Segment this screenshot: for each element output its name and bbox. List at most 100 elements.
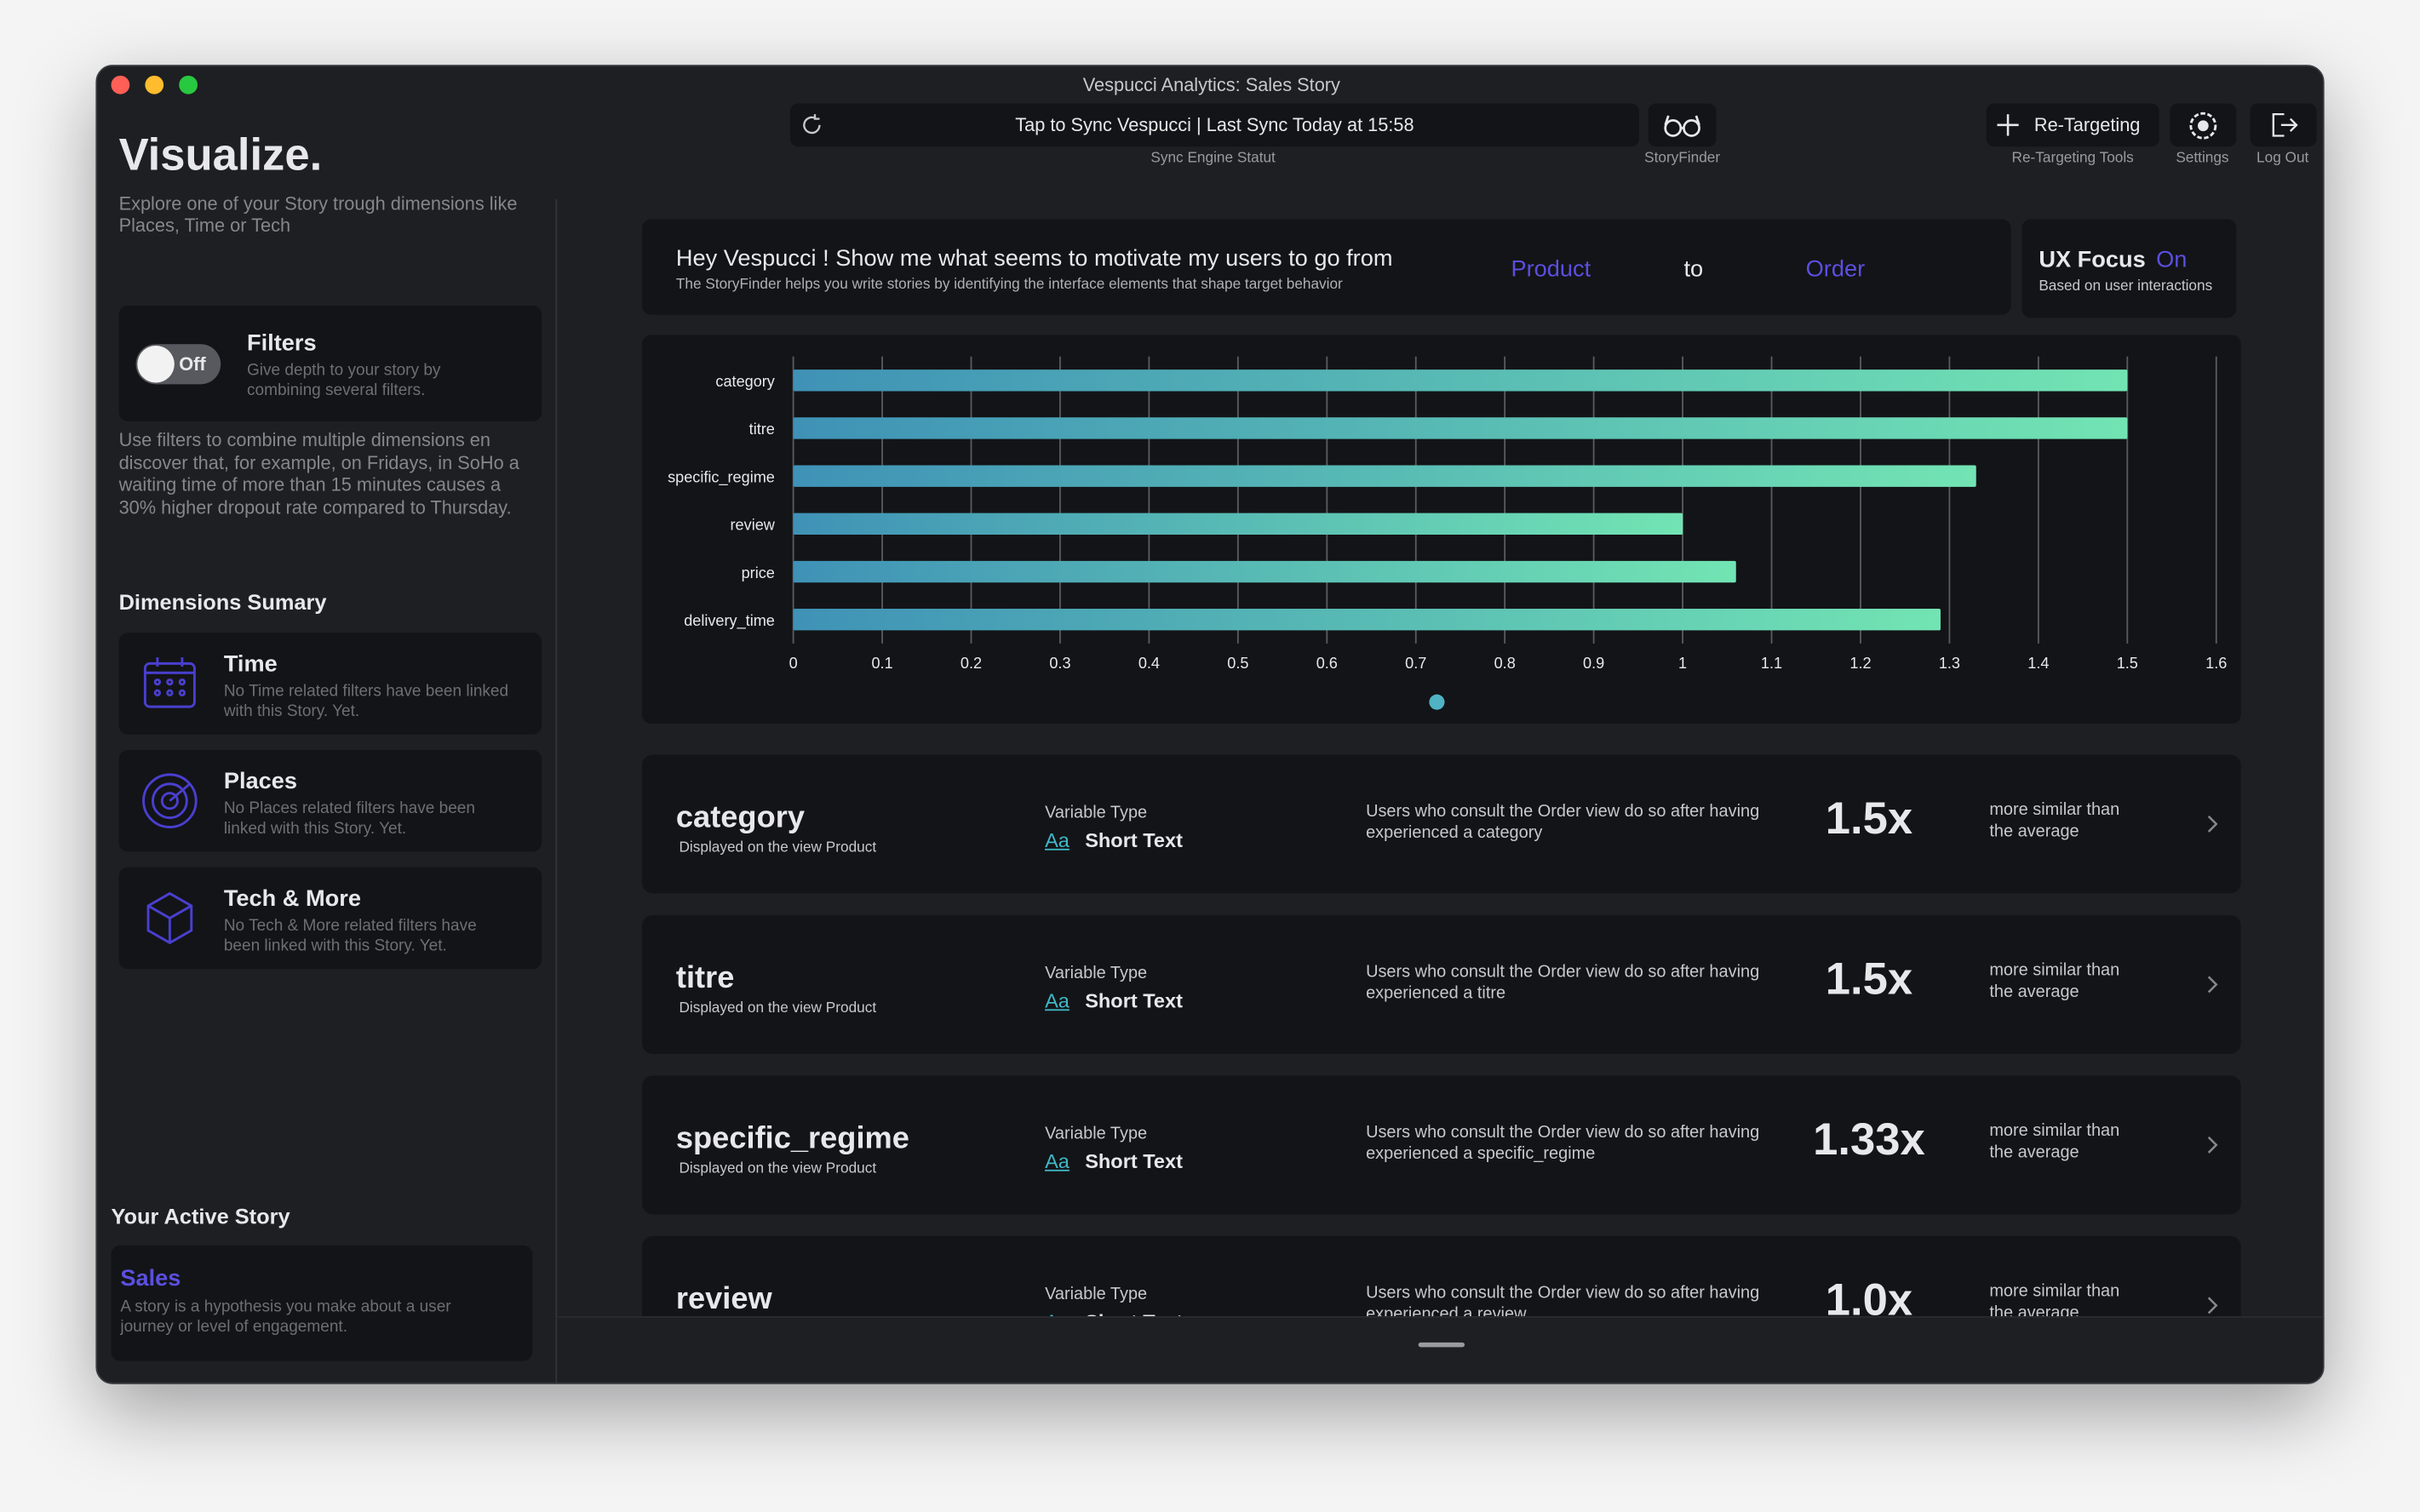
active-story-card[interactable]: Sales A story is a hypothesis you make a… — [111, 1245, 533, 1361]
filters-help: Use filters to combine multiple dimensio… — [118, 428, 519, 518]
query-to-word: to — [1683, 255, 1704, 283]
x-tick-label: 0.8 — [1494, 655, 1516, 672]
dimensions-title: Dimensions Sumary — [118, 589, 327, 615]
chevron[interactable] — [2207, 974, 2222, 995]
x-tick-label: 0.2 — [961, 655, 982, 672]
sync-button[interactable]: Tap to Sync Vespucci | Last Sync Today a… — [790, 103, 1639, 147]
insight-name: category — [675, 800, 805, 835]
insight-description: Users who consult the Order view do so a… — [1366, 963, 1760, 1004]
active-story-title: Your Active Story — [111, 1203, 290, 1228]
tech-icon — [146, 891, 193, 945]
zoom-button[interactable] — [179, 75, 198, 94]
x-tick-label: 0.1 — [871, 655, 892, 672]
glasses-icon — [1664, 115, 1700, 137]
bar — [793, 560, 1736, 583]
filters-description: Give depth to your story by combining se… — [247, 361, 441, 400]
dimension-description: No Places related filters have been link… — [223, 799, 475, 839]
y-tick-label: specific_regime — [668, 468, 775, 486]
logout-label: Log Out — [2257, 149, 2309, 167]
type-label: Variable Type — [1045, 804, 1148, 823]
type-icon: Aa — [1045, 1149, 1070, 1173]
comparison: more similar than the average — [1989, 1121, 2120, 1162]
page-indicator — [1429, 694, 1445, 710]
x-tick-label: 1.2 — [1849, 655, 1871, 672]
settings-button[interactable] — [2170, 103, 2237, 147]
sync-status: Tap to Sync Vespucci | Last Sync Today a… — [1015, 114, 1414, 136]
settings-label: Settings — [2176, 149, 2229, 167]
close-button[interactable] — [111, 75, 130, 94]
storyfinder-label: StoryFinder — [1644, 149, 1721, 167]
ux-focus-title: UX Focus — [2039, 247, 2146, 273]
dimension-title: Tech & More — [223, 885, 361, 913]
dimension-card[interactable]: Time No Time related filters have been l… — [118, 633, 542, 735]
active-story-description: A story is a hypothesis you make about a… — [120, 1297, 451, 1337]
y-tick-label: review — [731, 517, 776, 534]
x-tick-label: 0 — [789, 655, 798, 672]
multiplier: 1.0x — [1825, 1275, 1913, 1317]
type-label: Variable Type — [1045, 1285, 1148, 1304]
ux-focus-help: Based on user interactions — [2039, 278, 2213, 295]
time-icon — [143, 657, 196, 708]
ux-focus-panel[interactable]: UX Focus On Based on user interactions — [2021, 219, 2237, 318]
chevron[interactable] — [2207, 1295, 2222, 1316]
dimension-title: Time — [223, 650, 278, 678]
insight-description: Users who consult the Order view do so a… — [1366, 1123, 1760, 1164]
chevron[interactable] — [2207, 813, 2222, 834]
x-tick-label: 0.4 — [1138, 655, 1160, 672]
y-tick-label: price — [742, 564, 775, 581]
active-story-name: Sales — [120, 1265, 181, 1292]
query-panel: Hey Vespucci ! Show me what seems to mot… — [642, 219, 2011, 315]
dimension-card[interactable]: Tech & More No Tech & More related filte… — [118, 867, 542, 970]
dimension-title: Places — [223, 768, 297, 795]
insight-view: Displayed on the view Product — [679, 1160, 877, 1177]
x-tick-label: 0.6 — [1316, 655, 1338, 672]
type-value: Short Text — [1085, 1149, 1183, 1173]
x-tick-label: 1 — [1678, 655, 1687, 672]
logout-icon — [2272, 112, 2298, 137]
filters-toggle[interactable]: Off — [135, 344, 221, 385]
bar — [793, 465, 1976, 487]
retargeting-button[interactable]: Re-Targeting — [1986, 103, 2159, 147]
insight-card[interactable]: reviewDisplayed on the view ProductVaria… — [642, 1235, 2241, 1317]
plus-icon — [1997, 114, 2019, 136]
bar — [793, 513, 1683, 536]
bar — [793, 369, 2128, 392]
ux-focus-state: On — [2156, 247, 2188, 273]
drag-handle[interactable] — [1418, 1342, 1465, 1348]
insight-card[interactable]: specific_regime Displayed on the view Pro… — [642, 1075, 2241, 1215]
storyfinder-button[interactable] — [1648, 103, 1717, 147]
filters-panel: Off Filters Give depth to your story by … — [118, 305, 542, 421]
query-to[interactable]: Order — [1805, 255, 1866, 283]
chevron-icon — [2207, 1136, 2218, 1154]
sidebar-divider — [555, 198, 558, 1383]
dimension-card[interactable]: Places No Places related filters have be… — [118, 749, 542, 852]
dimension-description: No Tech & More related filters have been… — [223, 916, 477, 955]
type-label: Variable Type — [1045, 964, 1148, 983]
x-tick-label: 1.6 — [2205, 655, 2227, 672]
type-label: Variable Type — [1045, 1125, 1148, 1144]
insight-card[interactable]: category Displayed on the view Product Var… — [642, 754, 2241, 894]
y-tick-label: category — [715, 373, 775, 390]
toggle-knob — [137, 346, 175, 383]
multiplier: 1.5x — [1825, 954, 1913, 1005]
insight-description: Users who consult the Order view do so a… — [1366, 1284, 1760, 1317]
multiplier: 1.5x — [1825, 794, 1913, 845]
minimize-button[interactable] — [145, 75, 164, 94]
chevron-icon — [2207, 815, 2218, 833]
logout-button[interactable] — [2250, 103, 2317, 147]
bar — [793, 417, 2128, 439]
settings-icon — [2189, 112, 2217, 140]
x-tick-label: 1.1 — [1761, 655, 1782, 672]
sidebar-title: Visualize. — [118, 131, 323, 181]
retargeting-text: Re-Targeting — [2033, 114, 2141, 136]
bar — [793, 609, 1941, 631]
query-from[interactable]: Product — [1511, 255, 1591, 283]
window: Vespucci Analytics: Sales Story Visualiz… — [95, 65, 2325, 1384]
retargeting-label: Re-Targeting Tools — [2011, 149, 2134, 167]
insight-card[interactable]: titre Displayed on the view Product Variab… — [642, 914, 2241, 1054]
chevron[interactable] — [2207, 1134, 2222, 1155]
chart: 0 0.1 0.2 0.3 0.4 0.5 0.6 0.7 0.8 0.9 1 1.1 1.2 1.3 1.… — [668, 356, 2227, 710]
insight-description: Users who consult the Order view do so a… — [1366, 802, 1760, 843]
